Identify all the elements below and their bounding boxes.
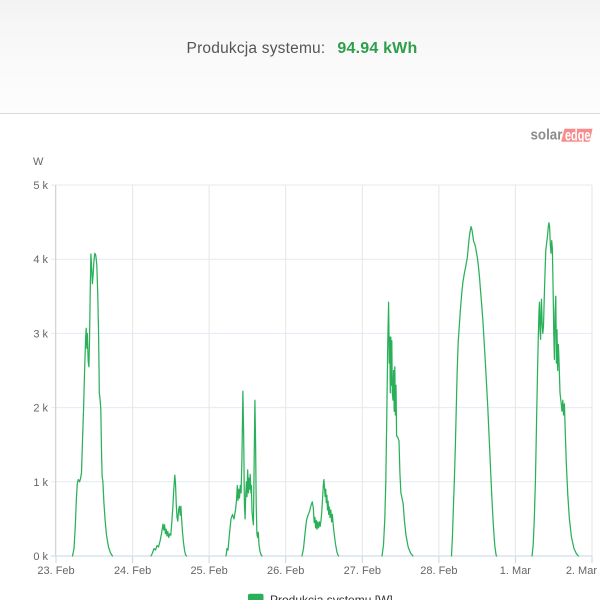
svg-text:2 k: 2 k bbox=[33, 403, 48, 415]
svg-text:edge: edge bbox=[565, 126, 591, 144]
svg-text:W: W bbox=[33, 156, 44, 168]
svg-text:Produkcja systemu [W]: Produkcja systemu [W] bbox=[270, 593, 393, 600]
svg-text:23. Feb: 23. Feb bbox=[37, 565, 74, 577]
svg-text:2. Mar: 2. Mar bbox=[566, 565, 598, 577]
svg-text:1. Mar: 1. Mar bbox=[500, 565, 532, 577]
svg-text:24. Feb: 24. Feb bbox=[114, 565, 151, 577]
svg-text:25. Feb: 25. Feb bbox=[190, 565, 227, 577]
svg-text:5 k: 5 k bbox=[33, 180, 48, 192]
svg-text:0 k: 0 k bbox=[33, 551, 48, 563]
svg-text:4 k: 4 k bbox=[33, 254, 48, 266]
svg-text:27. Feb: 27. Feb bbox=[344, 565, 381, 577]
svg-text:solar: solar bbox=[531, 127, 563, 144]
svg-text:3 k: 3 k bbox=[33, 328, 48, 340]
svg-text:1 k: 1 k bbox=[33, 477, 48, 489]
svg-text:28. Feb: 28. Feb bbox=[420, 565, 457, 577]
svg-text:26. Feb: 26. Feb bbox=[267, 565, 304, 577]
